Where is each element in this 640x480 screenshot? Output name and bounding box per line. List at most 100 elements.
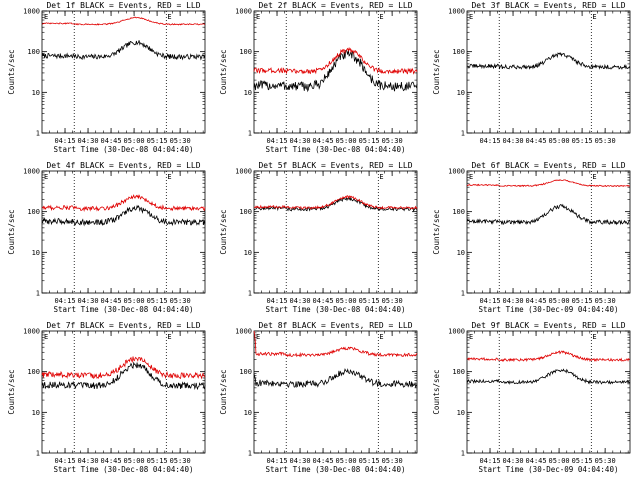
series-line-lld (41, 356, 206, 380)
y-tick-label: 1000 (23, 168, 40, 176)
x-tick-label: 05:15 (359, 137, 380, 145)
y-tick-label: 1000 (235, 168, 252, 176)
chart-panel-9: Det 9f BLACK = Events, RED = LLD 1 10 100 10… (432, 321, 631, 474)
corner-label-left: E (44, 333, 48, 341)
y-tick-label: 100 (452, 368, 465, 376)
x-tick-label: 04:15 (266, 137, 287, 145)
plot-frame (466, 10, 631, 134)
chart-panel-7: Det 7f BLACK = Events, RED = LLD 1 10 100 10… (7, 321, 206, 474)
y-tick-label: 1000 (235, 8, 252, 16)
x-axis-label: Start Time (30-Dec-09 04:04:40) (479, 305, 619, 314)
chart-panel-4: Det 4f BLACK = Events, RED = LLD 1 10 100 10… (7, 161, 206, 314)
chart-panel-1: Det 1f BLACK = Events, RED = LLD 1 10 100 10… (7, 1, 206, 154)
x-tick-label: 04:45 (526, 297, 547, 305)
x-tick-label: 04:15 (479, 297, 500, 305)
x-tick-label: 04:45 (313, 137, 334, 145)
y-tick-label: 1 (248, 290, 252, 298)
y-tick-label: 10 (244, 89, 252, 97)
corner-label-right: E (379, 13, 383, 21)
series-line-lld (253, 195, 418, 210)
series-line-events (253, 196, 418, 212)
x-tick-label: 04:30 (503, 297, 524, 305)
x-tick-label: 05:00 (336, 297, 357, 305)
series-line-events (41, 361, 206, 391)
chart-title: Det 4f BLACK = Events, RED = LLD (46, 161, 200, 170)
y-axis-label: Counts/sec (432, 49, 441, 94)
series-line-lld (41, 16, 206, 26)
chart-panel-8: Det 8f BLACK = Events, RED = LLD 1 10 100 10… (219, 321, 418, 474)
x-tick-label: 04:15 (479, 457, 500, 465)
corner-label-left: E (469, 173, 473, 181)
series-line-lld (253, 46, 418, 75)
y-tick-label: 1000 (23, 8, 40, 16)
x-tick-label: 04:15 (479, 137, 500, 145)
x-tick-label: 04:30 (290, 297, 311, 305)
series-line-lld (253, 330, 418, 358)
y-tick-label: 10 (32, 249, 40, 257)
x-tick-label: 04:45 (313, 457, 334, 465)
x-tick-label: 05:15 (572, 297, 593, 305)
x-tick-label: 05:30 (595, 457, 616, 465)
series-line-events (253, 368, 418, 389)
y-tick-label: 1 (248, 130, 252, 138)
series-line-lld (41, 194, 206, 212)
x-axis-label: Start Time (30-Dec-08 04:04:40) (266, 465, 406, 474)
y-tick-label: 1 (36, 130, 40, 138)
corner-label-right: E (167, 13, 171, 21)
y-tick-label: 1 (461, 450, 465, 458)
x-tick-label: 05:15 (359, 457, 380, 465)
y-axis-label: Counts/sec (7, 49, 16, 94)
x-tick-label: 05:30 (382, 297, 403, 305)
x-tick-label: 05:00 (549, 457, 570, 465)
series-line-events (41, 204, 206, 227)
plot-frame (41, 330, 206, 454)
chart-panel-3: Det 3f BLACK = Events, RED = LLD 1 10 100 10… (432, 1, 631, 145)
chart-title: Det 5f BLACK = Events, RED = LLD (258, 161, 412, 170)
x-tick-label: 05:00 (336, 137, 357, 145)
y-tick-label: 10 (244, 249, 252, 257)
y-tick-label: 1 (461, 130, 465, 138)
series-line-events (253, 49, 418, 93)
x-tick-label: 05:00 (124, 457, 145, 465)
x-tick-label: 05:30 (170, 457, 191, 465)
corner-label-left: E (256, 173, 260, 181)
x-tick-label: 05:00 (549, 297, 570, 305)
chart-panel-2: Det 2f BLACK = Events, RED = LLD 1 10 100 10… (219, 1, 418, 154)
x-tick-label: 04:15 (266, 297, 287, 305)
corner-label-left: E (44, 173, 48, 181)
x-tick-label: 04:45 (101, 137, 122, 145)
corner-label-left: E (469, 333, 473, 341)
x-axis-label: Start Time (30-Dec-08 04:04:40) (266, 305, 406, 314)
y-axis-label: Counts/sec (7, 369, 16, 414)
y-tick-label: 1000 (23, 328, 40, 336)
x-axis-label: Start Time (30-Dec-08 04:04:40) (266, 145, 406, 154)
plot-frame (466, 330, 631, 454)
chart-title: Det 2f BLACK = Events, RED = LLD (258, 1, 412, 10)
x-tick-label: 04:30 (78, 137, 99, 145)
corner-label-right: E (167, 333, 171, 341)
plot-frame (253, 170, 418, 294)
y-axis-label: Counts/sec (432, 209, 441, 254)
y-tick-label: 100 (452, 48, 465, 56)
x-tick-label: 05:00 (549, 137, 570, 145)
series-line-events (466, 203, 631, 226)
corner-label-right: E (379, 333, 383, 341)
x-tick-label: 05:30 (595, 137, 616, 145)
chart-title: Det 7f BLACK = Events, RED = LLD (46, 321, 200, 330)
corner-label-left: E (256, 333, 260, 341)
x-tick-label: 04:15 (54, 297, 75, 305)
chart-panel-6: Det 6f BLACK = Events, RED = LLD 1 10 100 10… (432, 161, 631, 314)
x-tick-label: 05:00 (124, 297, 145, 305)
chart-title: Det 8f BLACK = Events, RED = LLD (258, 321, 412, 330)
y-tick-label: 100 (239, 48, 252, 56)
y-tick-label: 10 (244, 409, 252, 417)
x-tick-label: 04:15 (266, 457, 287, 465)
y-tick-label: 1 (36, 450, 40, 458)
plot-frame (253, 330, 418, 454)
chart-title: Det 6f BLACK = Events, RED = LLD (471, 161, 625, 170)
x-tick-label: 04:45 (526, 137, 547, 145)
x-tick-label: 04:30 (290, 137, 311, 145)
y-tick-label: 1000 (448, 328, 465, 336)
x-tick-label: 05:30 (382, 137, 403, 145)
corner-label-right: E (592, 13, 596, 21)
